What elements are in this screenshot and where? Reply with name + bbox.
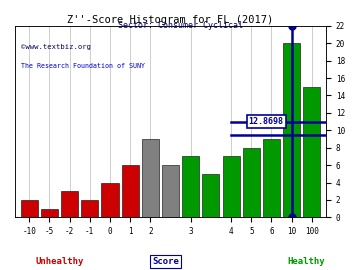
Text: Sector: Consumer Cyclical: Sector: Consumer Cyclical [117,21,243,30]
Text: The Research Foundation of SUNY: The Research Foundation of SUNY [21,63,145,69]
Bar [263,139,280,217]
Text: Healthy: Healthy [287,257,325,266]
Text: Score: Score [152,257,179,266]
Text: Unhealthy: Unhealthy [36,257,84,266]
Bar [122,165,139,217]
Bar [102,183,118,217]
Title: Z''-Score Histogram for FL (2017): Z''-Score Histogram for FL (2017) [67,15,274,25]
Bar [162,165,179,217]
Bar [21,200,38,217]
Bar [81,200,98,217]
Text: 12.8698: 12.8698 [249,117,284,126]
Bar [243,148,260,217]
Bar [283,43,300,217]
Bar [303,87,320,217]
Text: ©www.textbiz.org: ©www.textbiz.org [21,44,91,50]
Bar [61,191,78,217]
Bar [202,174,220,217]
Bar [41,209,58,217]
Bar [142,139,159,217]
Bar [222,156,240,217]
Bar [182,156,199,217]
